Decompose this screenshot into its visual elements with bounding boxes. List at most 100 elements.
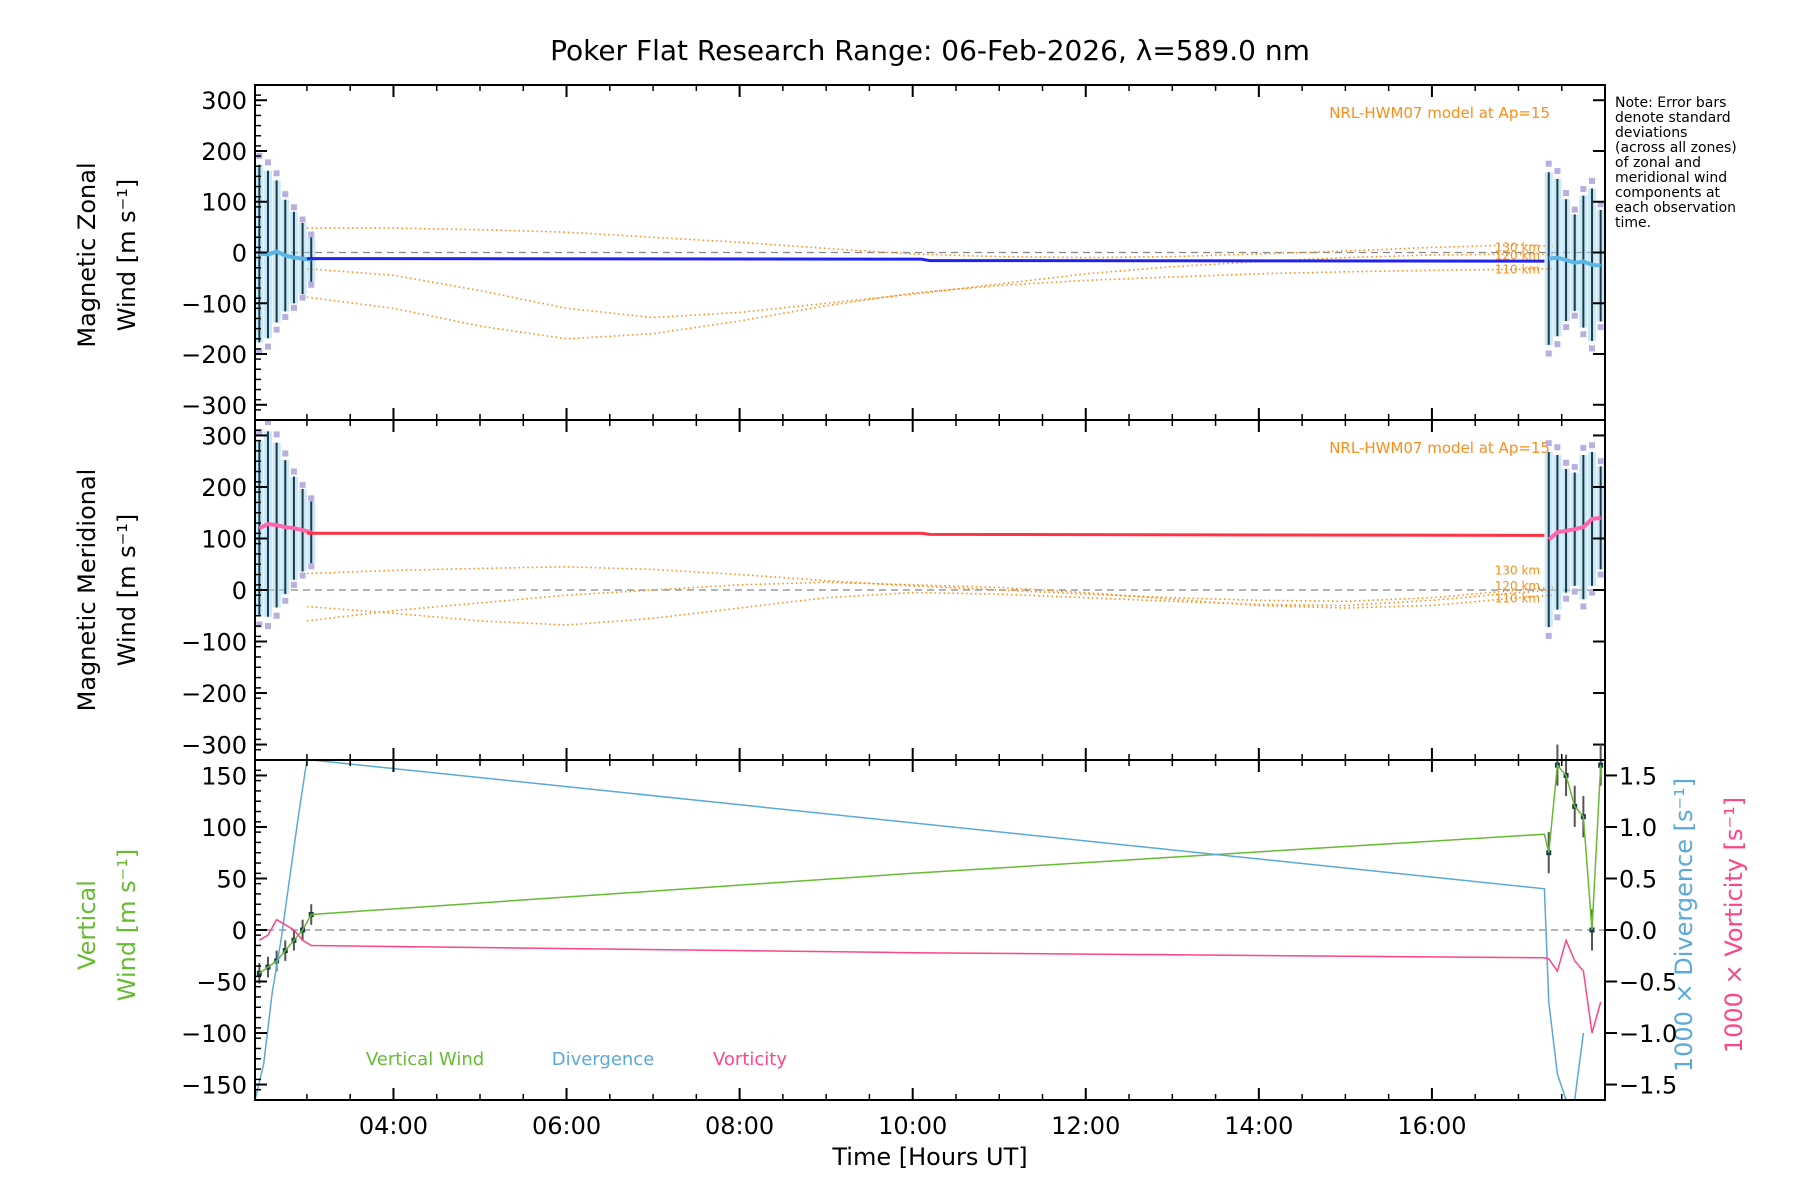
y-tick-label: 200 — [201, 474, 247, 502]
model-curve — [306, 589, 1554, 626]
divergence-axis-label: 1000 × Divergence [s⁻¹] — [1670, 778, 1698, 1072]
scatter-point — [299, 572, 306, 579]
altitude-label: 110 km — [1495, 592, 1540, 606]
scatter-point — [1589, 345, 1596, 352]
scatter-point — [264, 419, 271, 426]
scatter-point — [1554, 168, 1561, 175]
scatter-point — [1580, 603, 1587, 610]
altitude-label: 130 km — [1495, 563, 1540, 577]
meridional-ylabel-line1: Magnetic Meridional — [73, 469, 101, 712]
scatter-point — [1545, 440, 1552, 447]
scatter-point — [256, 348, 263, 355]
model-curve — [306, 253, 1554, 319]
x-tick-label: 10:00 — [878, 1112, 947, 1140]
y-tick-label: −100 — [181, 629, 247, 657]
x-tick-label: 06:00 — [532, 1112, 601, 1140]
note-line: (across all zones) — [1615, 140, 1737, 156]
scatter-point — [1580, 444, 1587, 451]
scatter-point — [299, 481, 306, 488]
x-tick-label: 08:00 — [705, 1112, 774, 1140]
scatter-point — [273, 326, 280, 333]
altitude-label: 110 km — [1495, 263, 1540, 277]
scatter-point — [273, 431, 280, 438]
observation-line — [259, 249, 312, 262]
vertical-wind-line — [258, 763, 1602, 974]
altitude-label: 120 km — [1495, 249, 1540, 263]
vorticity-axis-label: 1000 × Vorticity [s⁻¹] — [1720, 797, 1748, 1053]
legend-vorticity: Vorticity — [713, 1049, 787, 1070]
scatter-point — [1597, 458, 1604, 465]
vorticity-line — [258, 918, 1602, 1034]
x-tick-label: 12:00 — [1051, 1112, 1120, 1140]
x-axis: 04:00 06:00 08:00 10:00 12:00 14:00 16:00 — [359, 1112, 1467, 1140]
note-block: Note: Error bars denote standard deviati… — [1615, 95, 1737, 231]
y2-tick-label: 1.0 — [1619, 814, 1657, 842]
scatter-point — [1563, 459, 1570, 466]
x-tick-label: 16:00 — [1397, 1112, 1466, 1140]
scatter-point — [308, 495, 315, 502]
y-tick-label: 300 — [201, 422, 247, 450]
scatter-point — [1580, 331, 1587, 338]
y2-tick-label: −0.5 — [1619, 969, 1677, 997]
scatter-point — [1571, 588, 1578, 595]
y-tick-label: 300 — [201, 87, 247, 115]
y-tick-label: −300 — [181, 392, 247, 420]
meridional-panel: Magnetic Meridional Wind [m s⁻¹] NRL-HWM… — [73, 419, 1606, 761]
vertical-point — [1598, 762, 1604, 768]
y-tick-label: 100 — [201, 189, 247, 217]
scatter-point — [282, 313, 289, 320]
scatter-point — [1563, 595, 1570, 602]
scatter-point — [1554, 444, 1561, 451]
note-line: time. — [1615, 215, 1651, 231]
vertical-ylabel-line2: Wind [m s⁻¹] — [113, 849, 141, 1001]
scatter-point — [273, 612, 280, 619]
scatter-point — [264, 623, 271, 630]
y2-tick-label: 1.5 — [1619, 762, 1657, 790]
mean-wind-line — [306, 531, 1545, 537]
scatter-point — [282, 191, 289, 198]
scatter-point — [256, 621, 263, 628]
scatter-point — [264, 159, 271, 166]
scatter-point — [308, 563, 315, 570]
meridional-ylabel: Magnetic Meridional Wind [m s⁻¹] — [73, 469, 141, 712]
scatter-point — [1563, 324, 1570, 331]
y-tick-label: 100 — [201, 525, 247, 553]
zonal-ylabel-line2: Wind [m s⁻¹] — [113, 179, 141, 331]
y-tick-label: −100 — [181, 290, 247, 318]
scatter-point — [282, 597, 289, 604]
meridional-ylabel-line2: Wind [m s⁻¹] — [113, 514, 141, 666]
scatter-point — [1589, 589, 1596, 596]
model-label: NRL-HWM07 model at Ap=15 — [1329, 104, 1550, 122]
model-curve — [306, 565, 1554, 603]
scatter-point — [1597, 201, 1604, 208]
scatter-point — [290, 581, 297, 588]
scatter-point — [290, 204, 297, 211]
legend-divergence: Divergence — [552, 1049, 655, 1070]
scatter-point — [1571, 312, 1578, 319]
y-tick-label: −300 — [181, 732, 247, 760]
y-tick-label: 50 — [216, 865, 247, 893]
note-line: meridional wind — [1615, 170, 1727, 186]
scatter-point — [290, 304, 297, 311]
scatter-point — [273, 170, 280, 177]
scatter-point — [1545, 160, 1552, 167]
vertical-plot-area: −1.5 −1.0 −0.5 0.0 0.5 1.0 1.5 −150 −100 −50 0 50 10… — [181, 744, 1677, 1101]
legend-vertical-wind: Vertical Wind — [366, 1049, 484, 1070]
y-tick-label: −50 — [196, 969, 247, 997]
y-tick-label: 0 — [232, 917, 247, 945]
scatter-point — [1589, 442, 1596, 449]
scatter-point — [256, 428, 263, 435]
scatter-point — [1589, 177, 1596, 184]
x-axis-label: Time [Hours UT] — [831, 1143, 1027, 1171]
note-line: each observation — [1615, 200, 1736, 216]
scatter-point — [308, 231, 315, 238]
y-tick-label: 100 — [201, 814, 247, 842]
scatter-point — [290, 468, 297, 475]
zonal-panel: Magnetic Zonal Wind [m s⁻¹] NRL-HWM07 mo… — [73, 84, 1606, 421]
y-tick-label: 0 — [232, 240, 247, 268]
altitude-label: 120 km — [1495, 579, 1540, 593]
y2-tick-label: −1.0 — [1619, 1020, 1677, 1048]
note-line: deviations — [1615, 125, 1687, 141]
scatter-point — [1597, 324, 1604, 331]
